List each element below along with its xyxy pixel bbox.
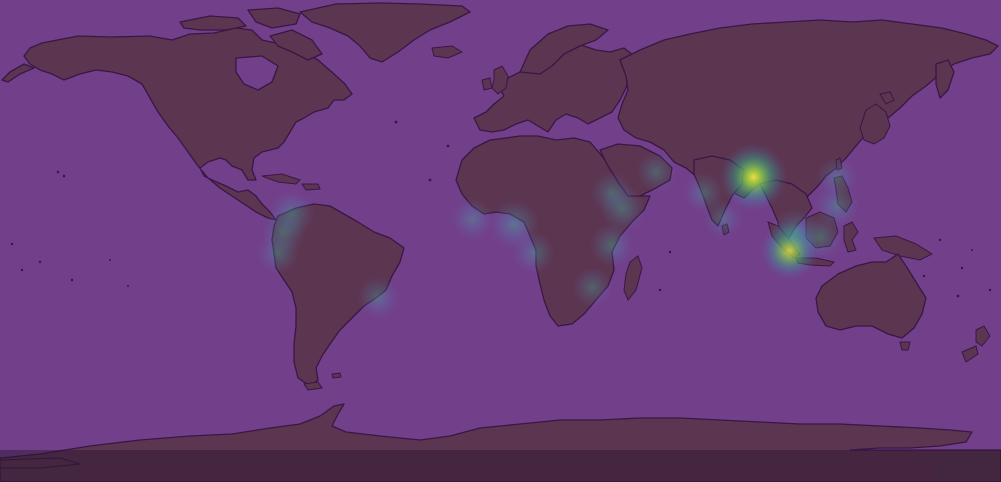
hawaii-island xyxy=(62,174,66,178)
mauritius xyxy=(658,288,662,292)
heat-spot-9 xyxy=(590,171,634,215)
pacific-island xyxy=(109,259,111,261)
pacific-island xyxy=(938,238,942,242)
iceland xyxy=(431,45,464,59)
small-islands xyxy=(10,120,992,298)
heat-spot-11 xyxy=(571,266,613,308)
heat-spot-4 xyxy=(798,215,843,260)
tasmania xyxy=(899,341,911,351)
ireland xyxy=(481,77,493,91)
new-zealand-south xyxy=(961,345,979,363)
new-guinea xyxy=(873,235,934,261)
heat-layer xyxy=(256,143,860,320)
hudson-bay-water xyxy=(235,55,279,91)
scandinavia xyxy=(519,23,609,75)
pacific-island xyxy=(20,268,24,272)
heat-spot-18 xyxy=(635,151,677,193)
pacific-island xyxy=(38,260,42,264)
heat-spot-15 xyxy=(356,276,400,320)
pacific-island xyxy=(10,242,14,246)
japan xyxy=(859,103,891,145)
heat-spot-19 xyxy=(816,156,858,198)
alaska-peninsula xyxy=(1,63,35,83)
vanuatu xyxy=(922,274,926,278)
hawaii-island xyxy=(56,170,60,174)
tierra-del-fuego xyxy=(303,381,323,391)
heat-spot-14 xyxy=(256,231,300,275)
heat-spot-10 xyxy=(589,222,634,268)
pacific-island xyxy=(70,278,74,282)
sulawesi xyxy=(843,221,859,253)
arctic-islands-2 xyxy=(247,7,301,29)
year-label: 2000 xyxy=(934,452,1001,482)
kamchatka xyxy=(935,59,955,99)
seychelles xyxy=(668,250,672,254)
hokkaido xyxy=(879,91,895,105)
pacific-island xyxy=(971,249,973,251)
new-zealand-north xyxy=(975,325,991,347)
cape-verde xyxy=(428,178,432,182)
madagascar xyxy=(623,255,643,301)
south-america xyxy=(271,203,405,387)
arctic-islands-1 xyxy=(179,15,247,31)
australia xyxy=(815,253,927,339)
heat-spot-17 xyxy=(703,199,743,239)
azores xyxy=(394,120,398,124)
fiji xyxy=(956,294,960,298)
great-britain xyxy=(491,65,509,95)
pacific-island xyxy=(127,285,129,287)
year-bar: 2000 xyxy=(0,450,1001,482)
canary-islands xyxy=(446,144,450,148)
antarctic-shelf-west xyxy=(0,457,81,469)
hispaniola xyxy=(301,183,321,191)
heat-spot-7 xyxy=(512,231,556,275)
falklands xyxy=(331,372,342,379)
heat-spot-6 xyxy=(451,197,495,241)
pacific-island xyxy=(960,266,964,270)
antarctica xyxy=(0,403,1001,482)
greenland xyxy=(299,2,471,63)
cuba xyxy=(261,173,301,185)
heat-spot-0 xyxy=(719,143,788,212)
pacific-island xyxy=(988,288,992,292)
baffin-island xyxy=(269,29,323,61)
